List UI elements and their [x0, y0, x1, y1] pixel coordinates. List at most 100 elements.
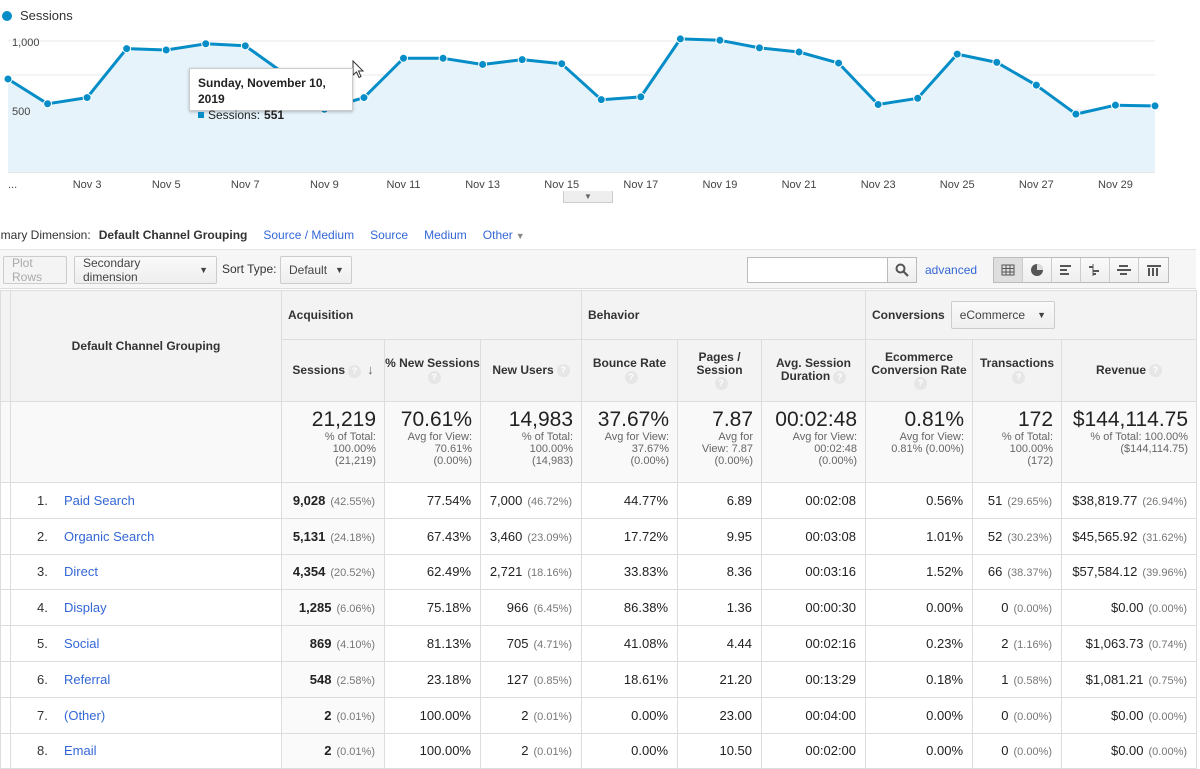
- help-icon[interactable]: ?: [714, 377, 728, 391]
- channel-link[interactable]: Display: [64, 600, 107, 616]
- chart-collapse-toggle[interactable]: ▼: [563, 191, 613, 203]
- channel-link[interactable]: Organic Search: [64, 528, 155, 544]
- cell-value: 4,354: [292, 564, 326, 580]
- channel-link[interactable]: (Other): [64, 707, 106, 723]
- group-behavior: Behavior: [581, 290, 867, 340]
- cell-value: 86.38%: [623, 600, 669, 616]
- cell-new-sessions: 100.00%: [384, 696, 481, 734]
- cell-value: 0.00%: [926, 707, 964, 723]
- performance-view-button[interactable]: [1052, 258, 1081, 282]
- sort-type-label: Sort Type:: [222, 262, 277, 276]
- series-line: [7, 37, 1156, 116]
- channel-link[interactable]: Referral: [64, 671, 111, 687]
- total-subtext: 100.00%: [529, 443, 574, 455]
- x-tick-label: Nov 9: [310, 179, 339, 191]
- cell-value: $45,565.92: [1072, 528, 1138, 544]
- table-search-input[interactable]: [747, 257, 888, 283]
- col-transactions[interactable]: Transactions?: [972, 339, 1063, 402]
- cell-value: 0.00%: [926, 743, 964, 759]
- sort-type-value: Default: [289, 263, 328, 277]
- conversions-select[interactable]: eCommerce ▼: [950, 301, 1055, 329]
- cell-conv-rate: 1.52%: [865, 553, 974, 591]
- total-value: 7.87: [712, 408, 754, 431]
- col-new-users[interactable]: New Users?: [479, 339, 583, 402]
- caret-down-icon: ▼: [515, 231, 525, 241]
- channel-link[interactable]: Email: [64, 743, 97, 759]
- channel-link[interactable]: Social: [64, 636, 100, 652]
- total-subtext: 0.81% (0.00%): [891, 443, 965, 455]
- help-icon[interactable]: ?: [914, 377, 928, 391]
- data-point: [794, 47, 804, 57]
- comparison-view-button[interactable]: [1081, 258, 1110, 282]
- col-pages-session[interactable]: Pages / Session?: [677, 339, 763, 402]
- sort-type-select[interactable]: Default ▼: [280, 256, 352, 284]
- table-toolbar: Plot Rows Secondary dimension ▼ Sort Typ…: [0, 249, 1196, 289]
- col-revenue[interactable]: Revenue?: [1061, 339, 1198, 402]
- cell-new-sessions: 81.13%: [384, 625, 481, 662]
- cell-percent: (0.00%): [1148, 603, 1188, 616]
- total-subtext: (0.00%): [433, 455, 472, 467]
- channel-link[interactable]: Paid Search: [64, 492, 135, 508]
- row-channel-cell: 6. Referral: [10, 660, 282, 698]
- pie-view-button[interactable]: [1023, 258, 1052, 282]
- cell-percent: (6.06%): [336, 603, 375, 616]
- dimension-source[interactable]: Source: [370, 228, 409, 242]
- plot-rows-button[interactable]: Plot Rows: [3, 256, 67, 284]
- advanced-filter-link[interactable]: advanced: [925, 263, 978, 277]
- chart-legend[interactable]: Sessions: [2, 8, 73, 23]
- help-icon[interactable]: ?: [833, 370, 847, 384]
- help-icon[interactable]: ?: [348, 364, 362, 378]
- cell-value: 0: [1001, 600, 1009, 616]
- total-bounce-rate: 37.67% Avg for View: 37.67% (0.00%): [581, 401, 679, 483]
- row-selector: [0, 589, 11, 627]
- col-sessions[interactable]: Sessions? ↓: [281, 339, 385, 402]
- cell-new-users: 3,460 (23.09%): [479, 517, 583, 555]
- data-point: [1071, 109, 1081, 119]
- cell-duration: 00:02:16: [761, 625, 867, 662]
- cell-conv-rate: 0.00%: [865, 589, 974, 627]
- help-icon[interactable]: ?: [556, 364, 570, 378]
- cell-percent: (0.00%): [1148, 746, 1188, 759]
- total-subtext: 00:02:48: [814, 443, 858, 455]
- row-number: 4.: [37, 600, 48, 616]
- help-icon[interactable]: ?: [1149, 364, 1163, 378]
- row-selector: [0, 660, 11, 698]
- col-avg-session-duration[interactable]: Avg. Session Duration?: [761, 339, 867, 402]
- col-ecommerce-conversion-rate[interactable]: Ecommerce Conversion Rate?: [865, 339, 974, 402]
- cell-sessions: 2 (0.01%): [281, 696, 385, 734]
- cell-percent: (0.85%): [533, 674, 573, 687]
- header-default-channel-grouping[interactable]: Default Channel Grouping: [10, 290, 282, 402]
- col-new-sessions-label: % New Sessions: [385, 356, 480, 371]
- help-icon[interactable]: ?: [427, 370, 441, 384]
- pivot-view-button[interactable]: [1139, 258, 1168, 282]
- cell-value: 2,721: [489, 564, 523, 580]
- channel-link[interactable]: Direct: [64, 564, 98, 580]
- cell-bounce: 33.83%: [581, 553, 679, 591]
- cell-value: 5,131: [292, 528, 326, 544]
- data-point: [399, 53, 409, 63]
- data-point: [517, 55, 527, 65]
- x-tick-label: Nov 7: [231, 179, 260, 191]
- cell-duration: 00:03:16: [761, 553, 867, 591]
- cell-value: 2: [324, 707, 332, 723]
- cell-transactions: 52 (30.23%): [972, 517, 1063, 555]
- col-new-sessions[interactable]: % New Sessions?: [384, 339, 481, 402]
- cell-percent: (46.72%): [527, 495, 573, 508]
- table-view-button[interactable]: [994, 258, 1023, 282]
- total-subtext: Avg for View:: [604, 431, 670, 443]
- cell-sessions: 9,028 (42.55%): [281, 482, 385, 519]
- dimension-source-medium[interactable]: Source / Medium: [263, 228, 355, 242]
- dimension-other[interactable]: Other ▼: [483, 228, 525, 242]
- help-icon[interactable]: ?: [624, 370, 638, 384]
- search-button[interactable]: [887, 257, 917, 283]
- cell-duration: 00:04:00: [761, 696, 867, 734]
- x-tick-label: Nov 17: [623, 179, 658, 191]
- dimension-medium[interactable]: Medium: [424, 228, 467, 242]
- col-avg-session-duration-label: Avg. Session Duration: [776, 356, 851, 384]
- col-bounce-rate[interactable]: Bounce Rate?: [581, 339, 679, 402]
- x-tick-label: Nov 13: [465, 179, 500, 191]
- term-cloud-view-button[interactable]: [1110, 258, 1139, 282]
- help-icon[interactable]: ?: [1012, 370, 1026, 384]
- total-value: 14,983: [508, 408, 574, 431]
- secondary-dimension-select[interactable]: Secondary dimension ▼: [74, 256, 217, 284]
